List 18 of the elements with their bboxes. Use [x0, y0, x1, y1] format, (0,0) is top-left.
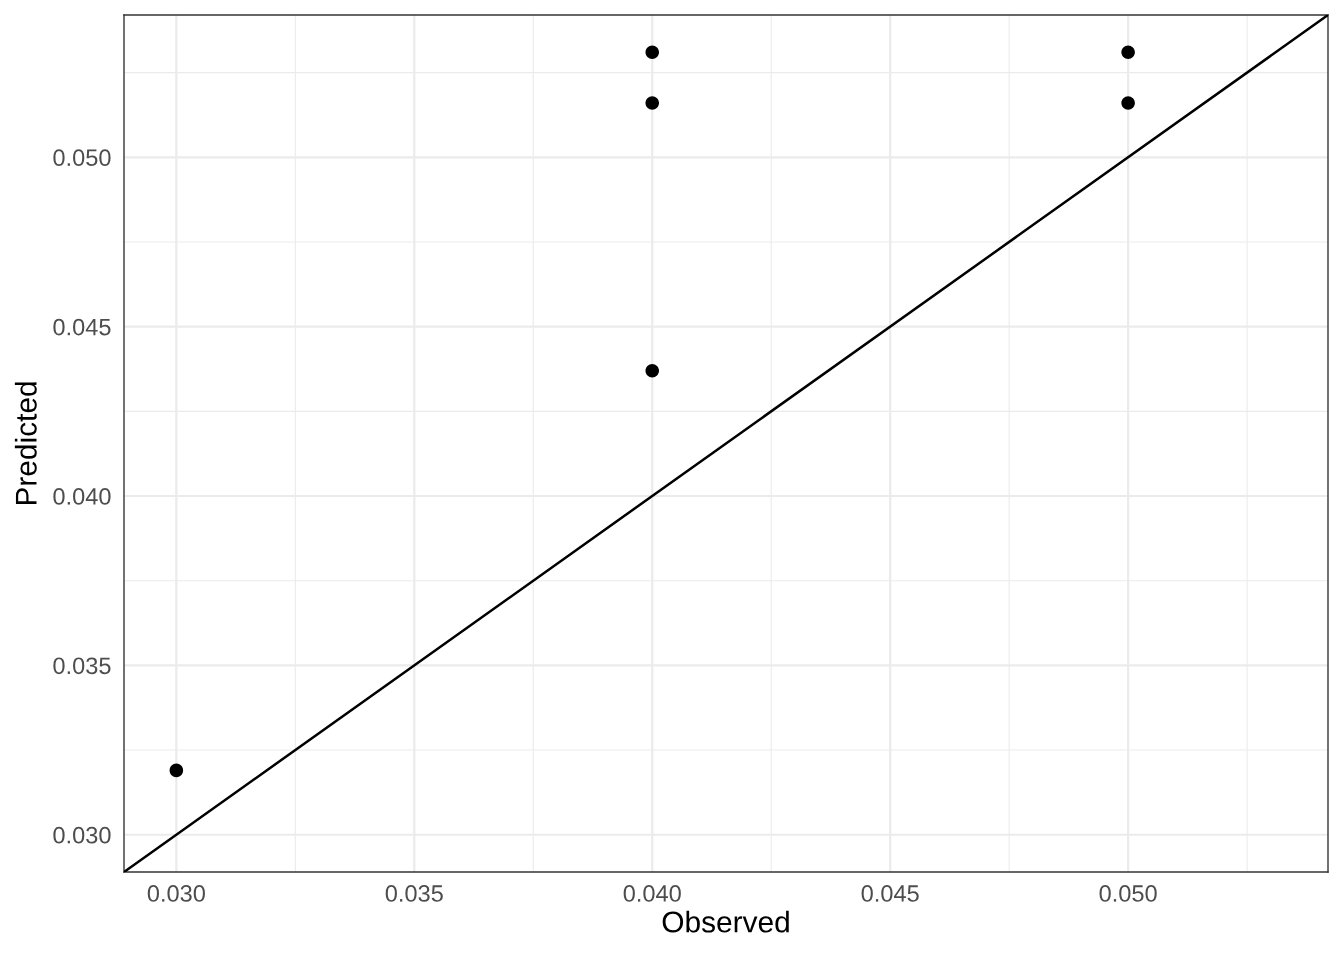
- x-tick-label: 0.030: [147, 885, 205, 902]
- y-tick-label: 0.035: [53, 657, 111, 675]
- point: [645, 45, 660, 60]
- point: [645, 363, 660, 378]
- y-tick-label: 0.040: [53, 488, 111, 505]
- point: [169, 763, 184, 778]
- y-axis-title: Predicted: [14, 382, 37, 505]
- point: [1121, 45, 1135, 60]
- x-tick-label: 0.045: [861, 885, 919, 902]
- x-tick-label: 0.035: [385, 885, 443, 902]
- point: [1121, 96, 1135, 110]
- y-tick-label: 0.045: [53, 318, 111, 336]
- x-tick-label: 0.040: [623, 885, 681, 902]
- x-tick-label: 0.050: [1099, 885, 1157, 902]
- y-tick-label: 0.030: [53, 826, 111, 844]
- y-tick-label: 0.050: [53, 149, 111, 167]
- x-axis-title: Observed: [662, 910, 789, 933]
- point: [645, 96, 660, 110]
